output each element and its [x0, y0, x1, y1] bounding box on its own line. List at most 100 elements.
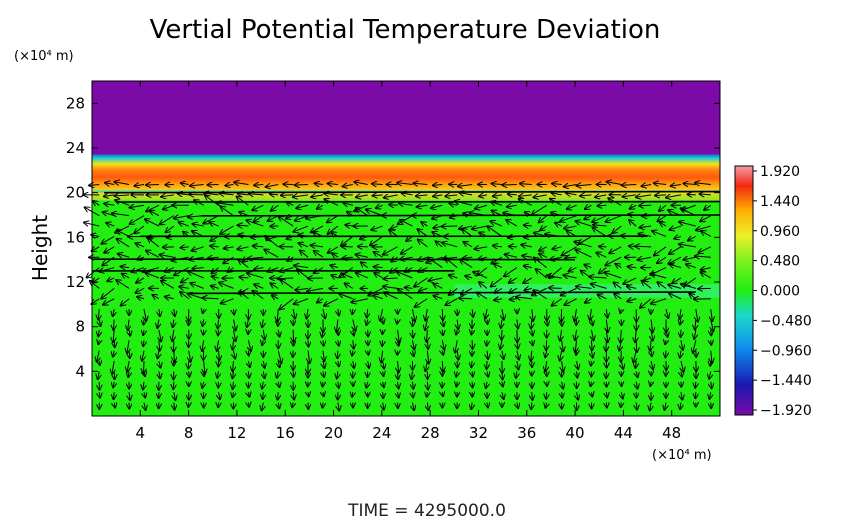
vector-arrow — [696, 309, 698, 322]
vector-arrow — [146, 204, 160, 211]
vector-arrow — [471, 330, 472, 335]
vector-arrow — [294, 298, 309, 304]
vector-arrow — [91, 235, 100, 237]
vector-arrow — [352, 392, 353, 397]
vector-arrow — [491, 277, 503, 286]
vector-arrow — [380, 309, 383, 321]
vector-arrow — [339, 294, 353, 300]
vector-arrow — [239, 277, 249, 278]
vector-arrow — [651, 360, 653, 369]
vector-arrow — [373, 295, 383, 298]
y-tick-label: 28 — [66, 94, 85, 112]
vector-arrow — [398, 392, 399, 397]
vector-arrow — [271, 283, 279, 289]
vector-arrow — [589, 277, 607, 278]
vector-arrow — [523, 277, 533, 283]
vector-arrow — [136, 277, 145, 283]
vector-arrow — [549, 267, 562, 278]
vector-arrow — [374, 267, 383, 268]
vector-arrow — [192, 268, 204, 269]
vector-arrow — [665, 350, 666, 358]
vector-arrow — [412, 381, 413, 389]
vector-arrow — [367, 309, 368, 317]
vector-arrow — [352, 351, 353, 356]
vector-arrow — [263, 392, 264, 399]
vector-arrow — [477, 267, 488, 276]
vector-arrow — [143, 340, 144, 346]
vector-arrow — [654, 246, 667, 256]
vector-arrow — [172, 329, 174, 341]
vector-arrow — [606, 215, 622, 222]
colorbar-label: −1.440 — [760, 373, 812, 389]
vector-arrow — [247, 220, 264, 227]
vector-arrow — [145, 219, 160, 227]
vector-arrow — [521, 245, 532, 247]
vector-arrow — [585, 205, 592, 209]
vector-arrow — [121, 298, 130, 306]
vector-arrow — [330, 265, 339, 267]
vector-arrow — [295, 185, 309, 186]
vector-arrow — [500, 340, 502, 349]
vector-arrow — [502, 309, 504, 320]
colorbar-label: 0.960 — [760, 224, 800, 240]
vector-arrow — [412, 340, 414, 349]
vector-arrow — [233, 381, 234, 389]
vector-arrow — [639, 234, 652, 237]
vector-arrow — [456, 330, 457, 335]
vector-arrow — [657, 256, 667, 263]
vector-arrow — [505, 254, 517, 257]
vector-arrow — [262, 381, 263, 389]
vector-arrow — [459, 226, 473, 229]
vector-arrow — [643, 278, 652, 281]
vector-arrow — [382, 340, 383, 346]
vector-arrow — [474, 247, 488, 249]
vector-arrow — [487, 371, 488, 376]
vector-arrow — [564, 275, 577, 278]
vector-arrow — [629, 220, 637, 227]
vector-arrow — [104, 204, 115, 206]
vector-arrow — [517, 360, 519, 369]
vector-arrow — [270, 194, 279, 195]
vector-arrow — [668, 285, 682, 289]
vector-arrow — [591, 361, 592, 366]
vector-arrow — [328, 225, 339, 234]
vector-arrow — [324, 298, 339, 306]
vector-arrow — [623, 277, 637, 284]
vector-arrow — [445, 195, 458, 196]
vector-arrow — [262, 340, 263, 345]
vector-arrow — [502, 350, 504, 359]
vector-arrow — [595, 195, 607, 197]
vector-arrow — [442, 330, 443, 335]
vector-arrow — [669, 293, 682, 300]
vector-arrow — [135, 287, 145, 293]
vector-arrow — [425, 309, 427, 320]
vector-arrow — [457, 319, 458, 330]
vector-arrow — [345, 283, 354, 289]
vector-arrow — [116, 280, 130, 289]
vector-arrow — [416, 195, 428, 196]
vector-arrow — [389, 230, 398, 237]
vector-arrow — [709, 392, 710, 399]
vector-arrow — [323, 392, 324, 396]
vector-arrow — [472, 371, 473, 376]
vector-arrow — [442, 351, 443, 355]
vector-arrow — [97, 350, 100, 362]
vector-arrow — [502, 382, 503, 387]
vector-arrow — [248, 257, 264, 259]
vector-arrow — [187, 294, 204, 300]
vector-arrow — [211, 286, 219, 289]
vector-arrow — [575, 249, 592, 258]
vector-arrow — [465, 276, 473, 278]
vector-arrow — [353, 319, 356, 331]
vector-arrow — [398, 381, 399, 389]
vector-arrow — [353, 340, 354, 348]
vector-arrow — [413, 183, 428, 184]
vector-arrow — [536, 269, 548, 279]
vector-arrow — [401, 193, 413, 195]
vector-arrow — [129, 392, 130, 400]
vector-arrow — [709, 371, 711, 378]
vector-arrow — [218, 319, 219, 329]
vector-arrow — [516, 297, 532, 299]
vector-arrow — [399, 203, 413, 205]
vector-arrow — [681, 392, 682, 399]
